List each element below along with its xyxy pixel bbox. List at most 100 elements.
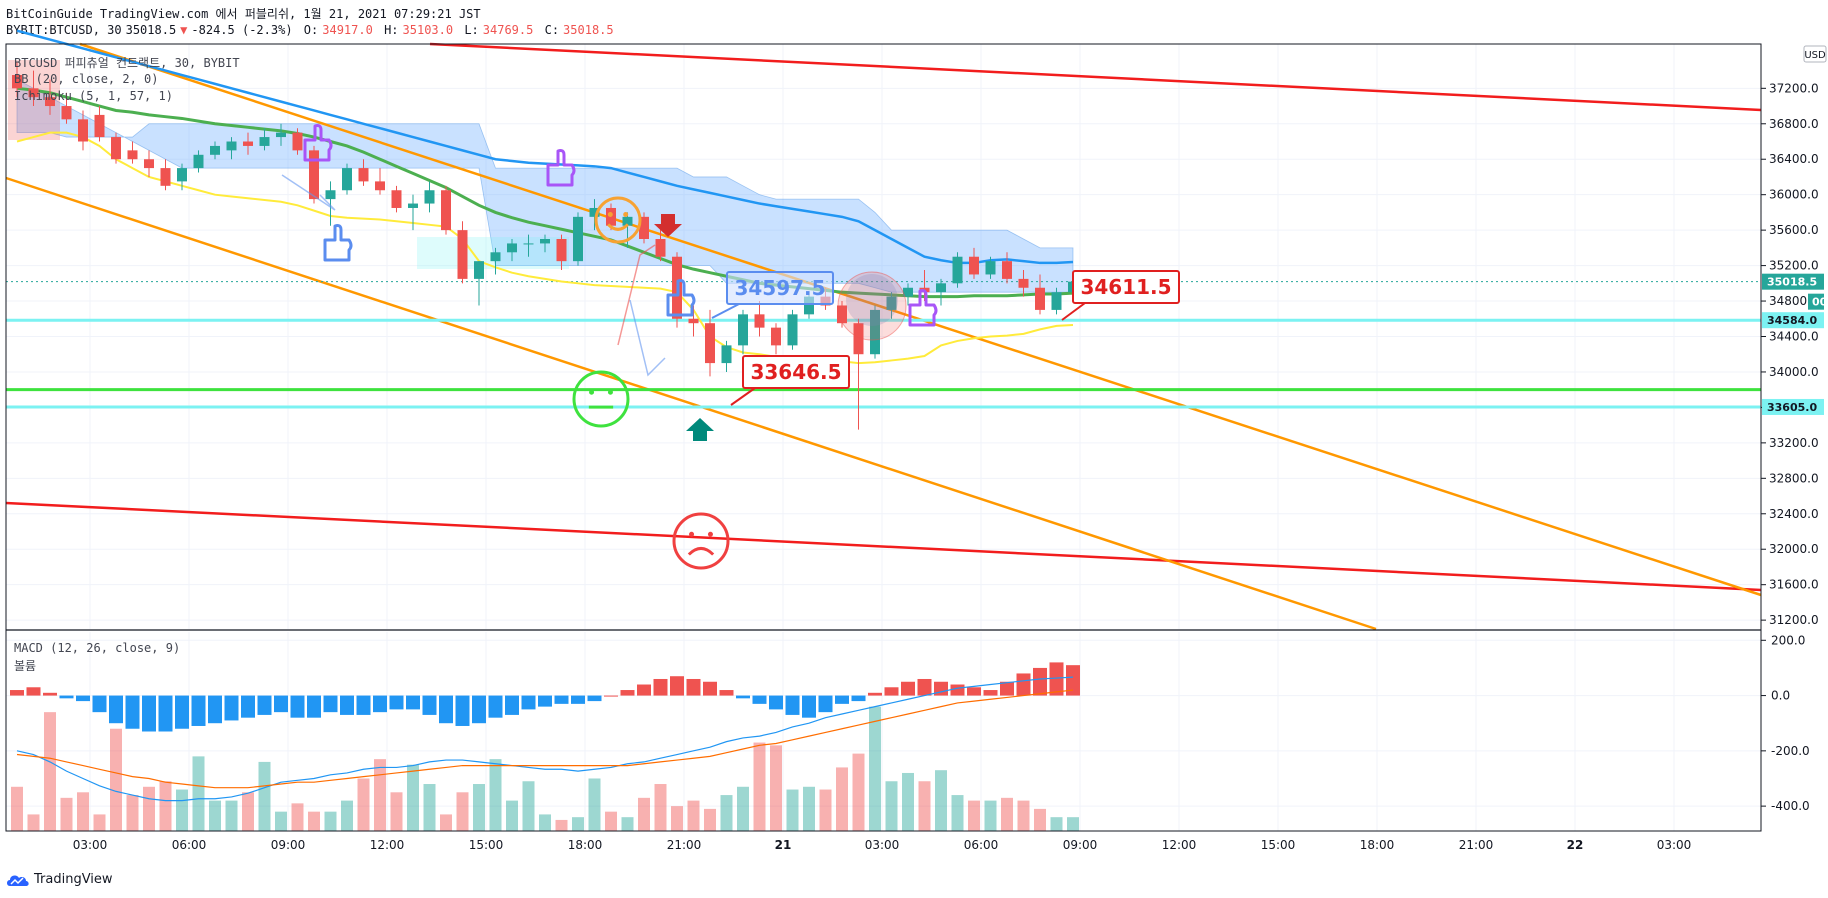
macd-histogram-bar [967, 687, 981, 696]
x-tick-label: 03:00 [865, 838, 900, 852]
last-price-tag [1762, 273, 1824, 290]
highlight-circle [846, 274, 898, 326]
signal-line [16, 689, 1074, 789]
symbol-label[interactable]: BYBIT:BTCUSD, 30 [6, 23, 122, 37]
macd-histogram-bar [1000, 681, 1014, 696]
candle-body [259, 137, 270, 146]
candle-body [375, 181, 385, 191]
callout-34611: 34611.5 [1061, 270, 1180, 321]
candle-body [94, 114, 105, 138]
open-value: 34917.0 [322, 23, 373, 37]
face-eye [607, 389, 613, 395]
x-tick-label: 22 [1567, 838, 1584, 852]
macd-histogram-bar [257, 695, 272, 715]
candle-body [523, 243, 534, 245]
candle-body [837, 305, 847, 324]
candle-body [1002, 261, 1012, 279]
macd-histogram-bar [59, 695, 74, 699]
candle-body [721, 345, 732, 364]
candle-body [754, 314, 765, 328]
volume-bar [1017, 800, 1030, 831]
level-tag-label: 33605.0 [1767, 401, 1817, 414]
candle-body [804, 296, 814, 315]
macd-histogram-bar [703, 681, 717, 696]
x-tick-label: 18:00 [568, 838, 603, 852]
macd-histogram-bar [884, 687, 899, 696]
macd-histogram-bar [1016, 673, 1031, 696]
candle-body [589, 207, 600, 217]
volume-bar [225, 800, 238, 831]
volume-bar [1001, 797, 1013, 831]
candle-body [474, 261, 484, 279]
volume-bar [687, 800, 700, 831]
hand-outline [323, 224, 353, 262]
candle-body [1035, 287, 1045, 310]
x-tick-label: 18:00 [1360, 838, 1395, 852]
macd-histogram-bar [455, 695, 470, 726]
macd-histogram-bar [950, 684, 965, 696]
macd-histogram-bar [835, 695, 849, 704]
legend-bb[interactable]: BB (20, close, 2, 0) [14, 72, 159, 86]
macd-histogram-bar [769, 695, 783, 710]
down-arrow-icon: ▼ [180, 23, 188, 37]
x-tick-label: 12:00 [1162, 838, 1197, 852]
volume-bar [539, 814, 551, 831]
volume-bar [423, 784, 436, 831]
volume-bar [638, 797, 650, 831]
candle-body [655, 239, 666, 257]
x-tick-label: 09:00 [1063, 838, 1098, 852]
candle-body [639, 216, 649, 239]
volume-bar [374, 759, 386, 831]
level-tag-label: 34584.0 [1767, 314, 1817, 327]
volume-bar [126, 795, 139, 831]
callout-label: 33646.5 [750, 360, 841, 384]
high-value: 35103.0 [402, 23, 454, 37]
tradingview-logo[interactable]: TradingView [6, 872, 113, 887]
macd-histogram-bar [901, 681, 915, 696]
legend-macd[interactable]: MACD (12, 26, close, 9) [14, 641, 181, 655]
candle-body [705, 323, 715, 364]
candle-body [441, 190, 451, 231]
macd-histogram-bar [538, 695, 552, 707]
volume-bar [192, 756, 205, 831]
y-tick-label: 35600.0 [1769, 223, 1819, 237]
macd-histogram-bar [488, 695, 503, 718]
candle-body [853, 323, 864, 355]
macd-histogram-bar [439, 695, 453, 724]
volume-bar [93, 814, 106, 831]
pointing-hand-icon [666, 279, 696, 317]
volume-bar [60, 797, 73, 831]
volume-bar [902, 772, 914, 831]
path-arrow [281, 174, 336, 211]
candle-body [771, 327, 781, 346]
macd-histogram-bar [76, 695, 90, 702]
candle-body [688, 318, 699, 324]
macd-histogram-bar [43, 692, 57, 696]
candle-body [342, 168, 352, 191]
volume-bar [341, 800, 353, 831]
low-value: 34769.5 [482, 23, 534, 37]
down-arrow-icon [654, 214, 682, 237]
up-arrow-icon [686, 418, 714, 441]
legend-title[interactable]: BTCUSD 퍼피츄얼 컨트랙트, 30, BYBIT [14, 56, 240, 70]
volume-bar [1034, 808, 1046, 831]
brand-label: TradingView [34, 872, 113, 887]
macd-histogram-bar [92, 695, 107, 713]
volume-bar [720, 795, 733, 831]
callout-pointer [711, 303, 740, 319]
level-tag [1762, 398, 1824, 415]
legend-volume[interactable]: 볼륨 [14, 659, 37, 673]
macd-histogram-bar [472, 695, 486, 724]
macd-histogram-bar [1033, 667, 1047, 696]
candle-body [507, 243, 517, 253]
candle-body [985, 261, 996, 275]
volume-bar [176, 789, 188, 831]
candle-body [177, 168, 187, 182]
volume-bar [110, 728, 122, 831]
legend-ichimoku[interactable]: Ichimoku (5, 1, 57, 1) [14, 89, 173, 103]
volume-bar [143, 786, 155, 831]
x-tick-label: 06:00 [172, 838, 207, 852]
volume-bar [869, 706, 881, 831]
pointing-hand-icon [908, 289, 938, 327]
